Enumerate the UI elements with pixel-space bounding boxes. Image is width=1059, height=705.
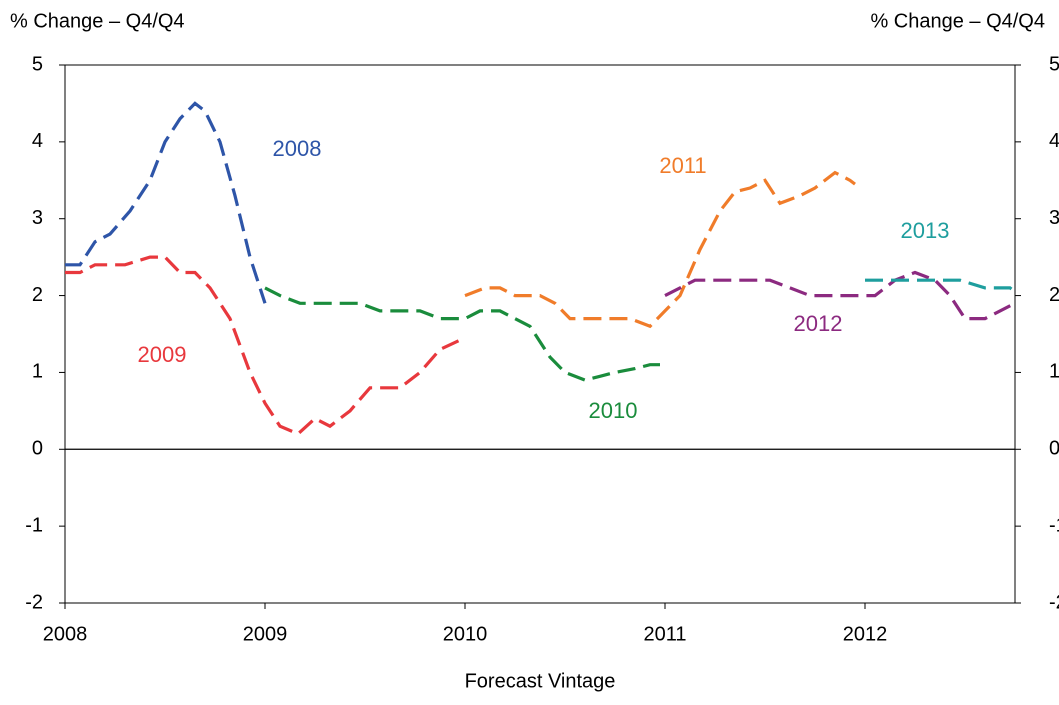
x-tick-label: 2008 (43, 623, 88, 645)
y-tick-label: 2 (32, 284, 43, 306)
y2-tick-label: 4 (1049, 130, 1059, 152)
series-label: 2008 (273, 136, 322, 161)
series-label: 2012 (794, 311, 843, 336)
y2-tick-label: -2 (1049, 591, 1059, 613)
series-line (65, 255, 466, 436)
x-tick-label: 2011 (643, 623, 686, 645)
series-label: 2009 (138, 342, 187, 367)
y-axis-label: % Change – Q4/Q4 (10, 10, 185, 32)
y-tick-label: 1 (32, 361, 43, 383)
x-tick-label: 2012 (843, 623, 888, 645)
series-line (464, 170, 856, 329)
y2-tick-label: 2 (1049, 284, 1059, 306)
y2-tick-label: 1 (1049, 361, 1059, 383)
x-tick-label: 2010 (443, 623, 488, 645)
y2-tick-label: 0 (1049, 438, 1059, 460)
y2-tick-label: 3 (1049, 207, 1059, 229)
series-line (664, 270, 1016, 321)
y2-axis-label: % Change – Q4/Q4 (870, 10, 1045, 32)
plot-frame (64, 64, 1016, 604)
x-axis-label: Forecast Vintage (465, 670, 616, 692)
y2-tick-label: -1 (1049, 514, 1059, 536)
series-line (264, 286, 660, 382)
series-line (865, 278, 1016, 293)
series-label: 2013 (901, 218, 950, 243)
y-tick-label: -1 (25, 514, 43, 536)
y-tick-label: -2 (25, 591, 43, 613)
series-label: 2011 (659, 153, 706, 178)
x-tick-label: 2009 (243, 623, 288, 645)
y2-tick-label: 5 (1049, 53, 1059, 75)
y-tick-label: 4 (32, 130, 43, 152)
series-label: 2010 (589, 398, 638, 423)
y-tick-label: 5 (32, 53, 43, 75)
y-tick-label: 3 (32, 207, 43, 229)
y-tick-label: 0 (32, 438, 43, 460)
